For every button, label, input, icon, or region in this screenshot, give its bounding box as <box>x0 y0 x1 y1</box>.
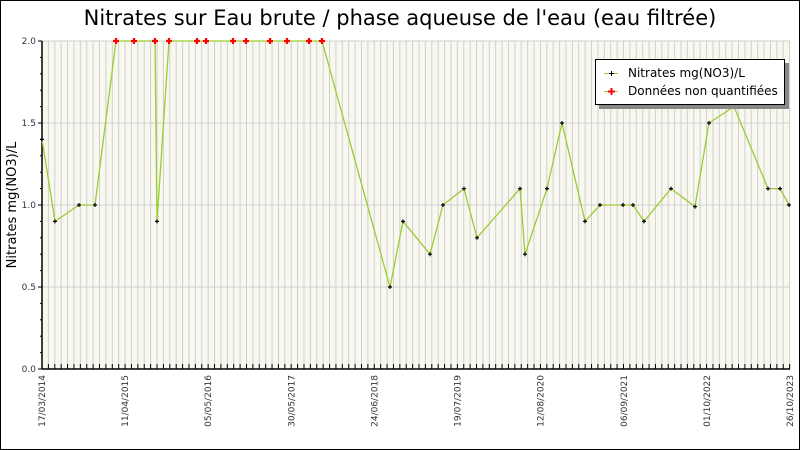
x-tick-label: 19/07/2019 <box>454 375 464 427</box>
data-point-non-quantified <box>166 38 172 44</box>
data-point <box>583 219 587 224</box>
legend-item-quantified: Nitrates mg(NO3)/L <box>604 64 784 82</box>
data-point <box>462 186 466 191</box>
data-point <box>77 203 81 207</box>
data-point <box>787 203 791 207</box>
data-point <box>523 252 527 257</box>
chart-title: Nitrates sur Eau brute / phase aqueuse d… <box>83 6 717 30</box>
data-point <box>642 219 646 224</box>
data-point <box>401 219 405 224</box>
data-point <box>693 204 697 209</box>
y-axis-label: Nitrates mg(NO3)/L <box>5 141 20 268</box>
legend-marker-black-icon <box>604 68 618 78</box>
data-point-non-quantified <box>267 38 273 44</box>
data-point <box>518 186 522 191</box>
data-point-non-quantified <box>306 38 312 44</box>
data-point-non-quantified <box>203 38 209 44</box>
data-point <box>778 186 782 191</box>
data-point <box>621 203 625 207</box>
data-point <box>545 186 549 191</box>
data-point <box>40 137 44 142</box>
data-point <box>93 203 97 207</box>
x-tick-label: 12/08/2020 <box>537 375 547 427</box>
y-tick-label: 1.5 <box>22 119 36 129</box>
data-point-non-quantified <box>152 38 158 44</box>
data-point-non-quantified <box>243 38 249 44</box>
data-point <box>732 104 736 109</box>
legend-marker-red-icon <box>604 86 618 96</box>
data-point <box>560 121 564 125</box>
data-point-non-quantified <box>230 38 236 44</box>
data-point <box>155 219 159 224</box>
data-point <box>707 121 711 125</box>
data-point-non-quantified <box>131 38 137 44</box>
legend-item-non-quantified: Données non quantifiées <box>604 82 784 100</box>
data-point-non-quantified <box>113 38 119 44</box>
legend-label: Nitrates mg(NO3)/L <box>628 66 745 80</box>
y-tick-label: 2.0 <box>22 37 37 47</box>
x-tick-label: 24/06/2018 <box>370 375 380 427</box>
x-tick-label: 11/04/2015 <box>121 375 131 427</box>
x-tick-label: 26/10/2023 <box>786 375 796 427</box>
chart-legend: Nitrates mg(NO3)/L Données non quantifié… <box>595 59 785 105</box>
data-point <box>475 235 479 240</box>
y-tick-label: 0.5 <box>22 283 36 293</box>
y-tick-label: 1.0 <box>22 201 37 211</box>
y-tick-label: 0.0 <box>22 365 37 375</box>
x-tick-label: 17/03/2014 <box>38 375 48 427</box>
data-point <box>631 203 635 207</box>
data-point-non-quantified <box>319 38 325 44</box>
data-point <box>669 186 673 191</box>
data-point-non-quantified <box>194 38 200 44</box>
x-tick-label: 05/05/2016 <box>204 375 214 427</box>
data-point-non-quantified <box>284 38 290 44</box>
x-tick-label: 30/05/2017 <box>287 375 297 427</box>
data-point <box>428 252 432 257</box>
data-point <box>766 186 770 191</box>
data-point <box>53 219 57 224</box>
x-tick-label: 06/09/2021 <box>620 375 630 427</box>
data-point <box>598 203 602 207</box>
data-point <box>388 285 392 289</box>
x-tick-label: 01/10/2022 <box>703 375 713 427</box>
legend-label: Données non quantifiées <box>628 84 778 98</box>
data-point <box>441 203 445 207</box>
